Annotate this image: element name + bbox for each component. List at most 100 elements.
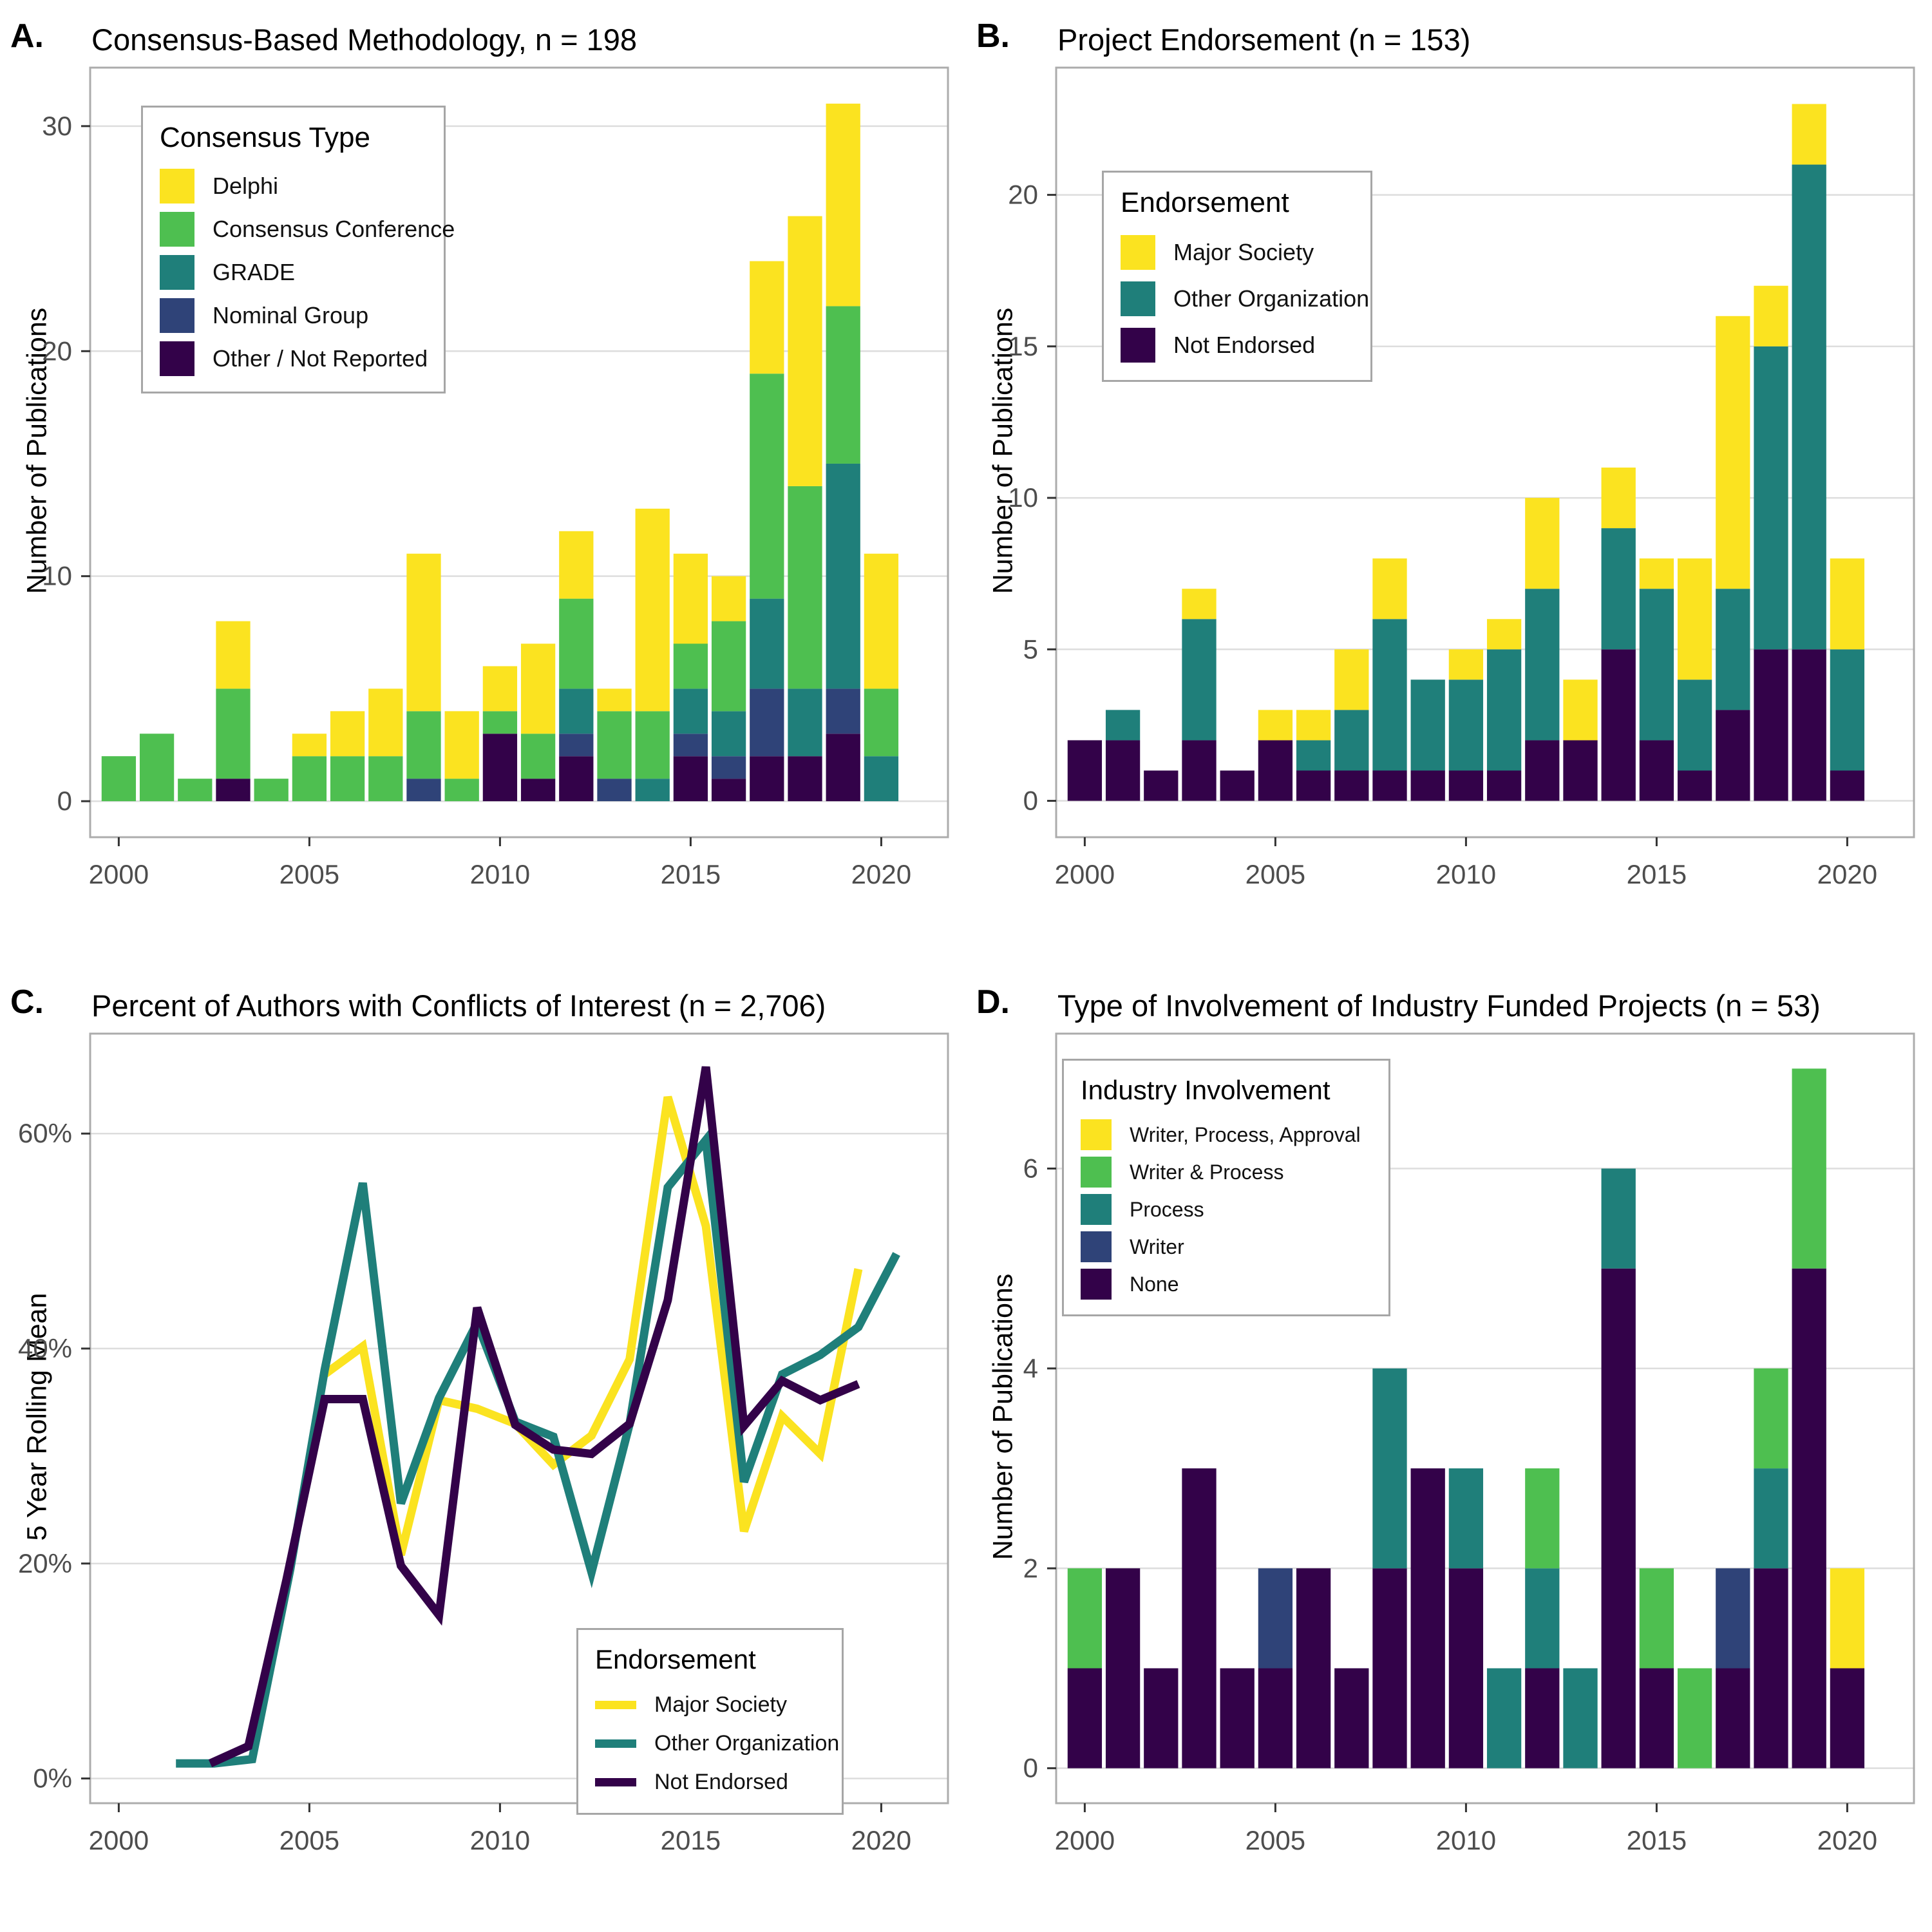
legend-item-label: Other Organization <box>654 1730 840 1756</box>
bar-segment <box>1372 1368 1407 1569</box>
bar-segment <box>826 306 860 464</box>
legend-color-swatch <box>595 1739 636 1748</box>
bar-segment <box>1182 619 1217 741</box>
bar-segment <box>216 621 251 689</box>
legend-item-label: Process <box>1130 1197 1204 1221</box>
bar-segment <box>1410 679 1445 771</box>
x-tick-label: 2010 <box>1436 1825 1496 1855</box>
x-tick-label: 2010 <box>470 859 530 889</box>
bar-segment <box>482 711 518 734</box>
bar-segment <box>1716 316 1750 589</box>
legend-item: Other Organization <box>595 1724 839 1763</box>
legend-item-label: Major Society <box>1173 239 1314 265</box>
bar-segment <box>444 711 479 779</box>
bar-segment <box>711 779 746 802</box>
legend-color-swatch <box>160 254 194 290</box>
y-tick-label: 20% <box>18 1548 72 1578</box>
bar-segment <box>1639 1668 1674 1768</box>
bar-segment <box>1601 1168 1636 1269</box>
panel-a-legend: Consensus Type Delphi Consensus Conference… <box>141 106 455 393</box>
y-tick-label: 60% <box>18 1118 72 1148</box>
legend-color-swatch <box>595 1700 636 1709</box>
line-series <box>322 1095 863 1557</box>
bar-segment <box>1448 649 1484 680</box>
bar-segment <box>254 779 289 802</box>
x-tick-label: 2015 <box>661 859 721 889</box>
panel-border <box>89 1032 949 1804</box>
legend-color-swatch <box>160 298 194 333</box>
x-tick-label: 2020 <box>851 1825 911 1855</box>
y-tick-label: 4 <box>1023 1353 1038 1383</box>
bar-segment <box>330 711 365 757</box>
bar-segment <box>1716 710 1750 801</box>
legend-color-swatch <box>1081 1119 1112 1150</box>
bar-segment <box>864 553 899 689</box>
legend-color-swatch <box>160 211 194 247</box>
bar-segment <box>1105 740 1141 801</box>
panel-b-title: Project Endorsement (n = 153) <box>1057 23 1471 57</box>
bar-segment <box>1296 740 1331 771</box>
bar-segment <box>826 463 860 689</box>
legend-item: Delphi <box>160 164 427 207</box>
bar-segment <box>1754 346 1788 650</box>
bar-segment <box>1486 649 1522 771</box>
bar-segment <box>101 756 137 802</box>
legend-item-label: None <box>1130 1272 1179 1296</box>
bar-segment <box>788 486 822 689</box>
bar-segment <box>1830 770 1865 801</box>
bar-segment <box>1486 1668 1522 1768</box>
panel-b-legend: Endorsement Major Society Other Organizati… <box>1102 171 1372 382</box>
legend-item-label: Delphi <box>213 172 279 199</box>
bar-segment <box>1601 649 1636 801</box>
bar-segment <box>1563 1668 1598 1768</box>
bar-segment <box>1601 528 1636 650</box>
bar-segment <box>826 688 860 734</box>
bar-segment <box>1601 468 1636 529</box>
bar-segment <box>1677 1668 1712 1768</box>
bar-segment <box>1792 104 1826 165</box>
bar-segment <box>1334 649 1369 710</box>
panel-d: D. Type of Involvement of Industry Funde… <box>966 966 1932 1932</box>
legend-item-label: Consensus Conference <box>213 215 455 242</box>
bar-segment <box>1448 770 1484 801</box>
legend-item: Other Organization <box>1121 276 1369 322</box>
bar-segment <box>520 643 556 734</box>
bar-segment <box>1334 770 1369 801</box>
y-tick-label: 15 <box>1008 331 1038 361</box>
line-series <box>208 1066 860 1768</box>
x-tick-label: 2015 <box>661 1825 721 1855</box>
bar-segment <box>1830 649 1865 771</box>
panel-d-legend: Industry Involvement Writer, Process, App… <box>1062 1059 1390 1316</box>
bar-segment <box>597 688 632 712</box>
bar-segment <box>1410 770 1445 801</box>
legend-item-label: Nominal Group <box>213 301 369 328</box>
bar-segment <box>597 779 632 802</box>
bar-segment <box>482 734 518 802</box>
panel-border <box>1055 66 1915 838</box>
bar-segment <box>406 711 441 779</box>
legend-item-label: GRADE <box>213 258 296 285</box>
bar-segment <box>1372 770 1407 801</box>
bar-segment <box>406 553 441 712</box>
bar-segment <box>1258 740 1293 801</box>
bar-segment <box>1067 1668 1103 1768</box>
bar-segment <box>826 734 860 802</box>
panel-a-title: Consensus-Based Methodology, n = 198 <box>91 23 637 57</box>
bar-segment <box>520 779 556 802</box>
legend-item: None <box>1081 1265 1372 1303</box>
bar-segment <box>1716 589 1750 710</box>
bar-segment <box>1639 558 1674 589</box>
bar-segment <box>1182 589 1217 620</box>
panel-d-plot: 2000 2005 2010 2015 2020 0 2 4 6 <box>1023 1032 1915 1855</box>
bar-segment <box>559 598 594 689</box>
bar-segment <box>1372 619 1407 771</box>
legend-color-swatch <box>1081 1157 1112 1188</box>
bar-segment <box>1792 1268 1826 1768</box>
bar-segment <box>1258 1568 1293 1669</box>
legend-title: Endorsement <box>1121 187 1289 218</box>
legend-item: Major Society <box>595 1685 825 1724</box>
legend-item-label: Other Organization <box>1173 285 1370 312</box>
bar-segment <box>1448 679 1484 771</box>
bar-segment <box>1754 649 1788 801</box>
bar-segment <box>1105 710 1141 741</box>
